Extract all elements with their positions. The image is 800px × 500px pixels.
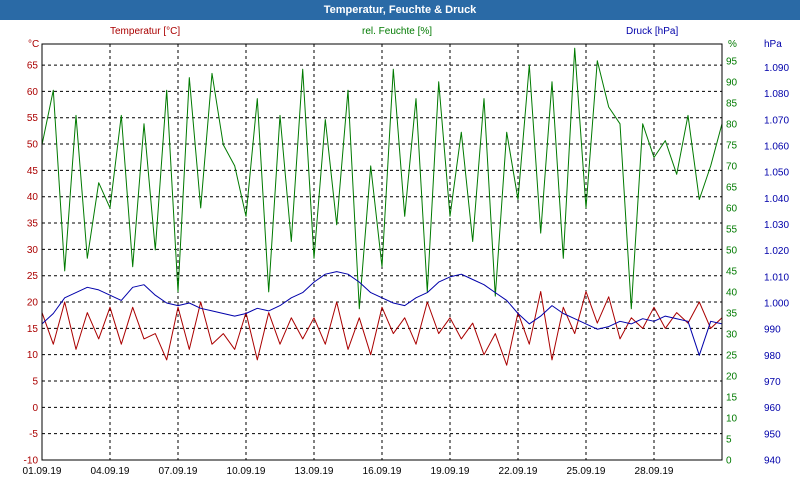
x-tick-label: 19.09.19 bbox=[431, 466, 470, 477]
x-tick-label: 22.09.19 bbox=[499, 466, 538, 477]
humidity-tick-label: 25 bbox=[726, 350, 738, 361]
x-tick-label: 10.09.19 bbox=[227, 466, 266, 477]
pressure-tick-label: 1.080 bbox=[764, 89, 789, 100]
x-tick-label: 04.09.19 bbox=[91, 466, 130, 477]
humidity-tick-label: 45 bbox=[726, 266, 738, 277]
left-tick-label: -5 bbox=[29, 429, 38, 440]
x-tick-label: 25.09.19 bbox=[567, 466, 606, 477]
left-tick-label: 20 bbox=[27, 298, 39, 309]
humidity-tick-label: 50 bbox=[726, 245, 738, 256]
pressure-tick-label: 1.020 bbox=[764, 246, 789, 257]
humidity-tick-label: 80 bbox=[726, 119, 738, 130]
left-tick-label: 5 bbox=[32, 377, 38, 388]
x-axis-ticks: 01.09.19 04.09.19 07.09.19 10.09.19 13.09.19… bbox=[23, 466, 674, 477]
x-tick-label: 16.09.19 bbox=[363, 466, 402, 477]
humidity-tick-label: 75 bbox=[726, 140, 738, 151]
pressure-tick-label: 1.010 bbox=[764, 272, 789, 283]
pressure-tick-label: 990 bbox=[764, 325, 781, 336]
humidity-tick-label: 0 bbox=[726, 456, 732, 467]
humidity-tick-label: 55 bbox=[726, 224, 738, 235]
pressure-tick-label: 1.050 bbox=[764, 168, 789, 179]
left-tick-label: 45 bbox=[27, 166, 39, 177]
x-tick-label: 13.09.19 bbox=[295, 466, 334, 477]
left-tick-label: 35 bbox=[27, 219, 39, 230]
left-tick-label: 15 bbox=[27, 324, 39, 335]
humidity-tick-label: 90 bbox=[726, 77, 738, 88]
left-tick-label: 55 bbox=[27, 113, 39, 124]
left-axis-unit: °C bbox=[28, 39, 39, 50]
pressure-line bbox=[41, 271, 723, 356]
pressure-tick-label: 1.030 bbox=[764, 220, 789, 231]
series-lines bbox=[41, 47, 723, 366]
humidity-tick-label: 5 bbox=[726, 434, 732, 445]
humidity-line bbox=[41, 47, 723, 310]
pressure-tick-label: 950 bbox=[764, 429, 781, 440]
plot-background bbox=[42, 44, 722, 460]
humidity-tick-label: 95 bbox=[726, 56, 738, 67]
humidity-tick-label: 10 bbox=[726, 413, 738, 424]
pressure-tick-label: 1.060 bbox=[764, 142, 789, 153]
pressure-tick-label: 970 bbox=[764, 377, 781, 388]
plot-border bbox=[41, 43, 723, 461]
humidity-tick-label: 65 bbox=[726, 182, 738, 193]
humidity-axis-ticks: 0 5 10 15 20 25 30 35 40 45 50 55 60 65 70 75 80 85 90 95 bbox=[726, 56, 738, 466]
legend-pressure: Druck [hPa] bbox=[626, 26, 678, 37]
right-axis-unit: hPa bbox=[764, 39, 782, 50]
humidity-tick-label: 15 bbox=[726, 392, 738, 403]
temperature-line bbox=[41, 291, 723, 366]
left-tick-label: 30 bbox=[27, 245, 39, 256]
pressure-axis-ticks: 940 950 960 970 980 990 1.000 1.010 1.020 1.030 1.… bbox=[764, 63, 789, 466]
legend-temperature: Temperatur [°C] bbox=[110, 26, 180, 37]
legend-humidity: rel. Feuchte [%] bbox=[362, 26, 432, 37]
pressure-tick-label: 1.040 bbox=[764, 194, 789, 205]
left-tick-label: 25 bbox=[27, 271, 39, 282]
left-tick-label: -10 bbox=[24, 456, 39, 467]
middle-axis-unit: % bbox=[728, 39, 737, 50]
x-tick-label: 07.09.19 bbox=[159, 466, 198, 477]
humidity-tick-label: 35 bbox=[726, 308, 738, 319]
pressure-tick-label: 980 bbox=[764, 351, 781, 362]
left-tick-label: 50 bbox=[27, 140, 39, 151]
left-tick-label: 65 bbox=[27, 61, 39, 72]
humidity-tick-label: 30 bbox=[726, 329, 738, 340]
left-tick-label: 40 bbox=[27, 192, 39, 203]
humidity-tick-label: 70 bbox=[726, 161, 738, 172]
x-tick-label: 28.09.19 bbox=[635, 466, 674, 477]
left-tick-label: 60 bbox=[27, 87, 39, 98]
x-tick-label: 01.09.19 bbox=[23, 466, 62, 477]
left-tick-label: 10 bbox=[27, 350, 39, 361]
humidity-tick-label: 85 bbox=[726, 98, 738, 109]
left-tick-label: 0 bbox=[32, 403, 38, 414]
pressure-tick-label: 940 bbox=[764, 456, 781, 467]
humidity-tick-label: 20 bbox=[726, 371, 738, 382]
window-title: Temperatur, Feuchte & Druck bbox=[0, 0, 800, 20]
chart-area: -10 -5 0 5 10 15 20 25 30 35 40 45 50 55 60 65 0 5 10 15 20… bbox=[23, 26, 790, 477]
humidity-tick-label: 60 bbox=[726, 203, 738, 214]
pressure-tick-label: 1.090 bbox=[764, 63, 789, 74]
pressure-tick-label: 960 bbox=[764, 403, 781, 414]
humidity-tick-label: 40 bbox=[726, 287, 738, 298]
left-axis-ticks: -10 -5 0 5 10 15 20 25 30 35 40 45 50 55 60 65 bbox=[24, 61, 39, 467]
pressure-tick-label: 1.000 bbox=[764, 299, 789, 310]
pressure-tick-label: 1.070 bbox=[764, 115, 789, 126]
